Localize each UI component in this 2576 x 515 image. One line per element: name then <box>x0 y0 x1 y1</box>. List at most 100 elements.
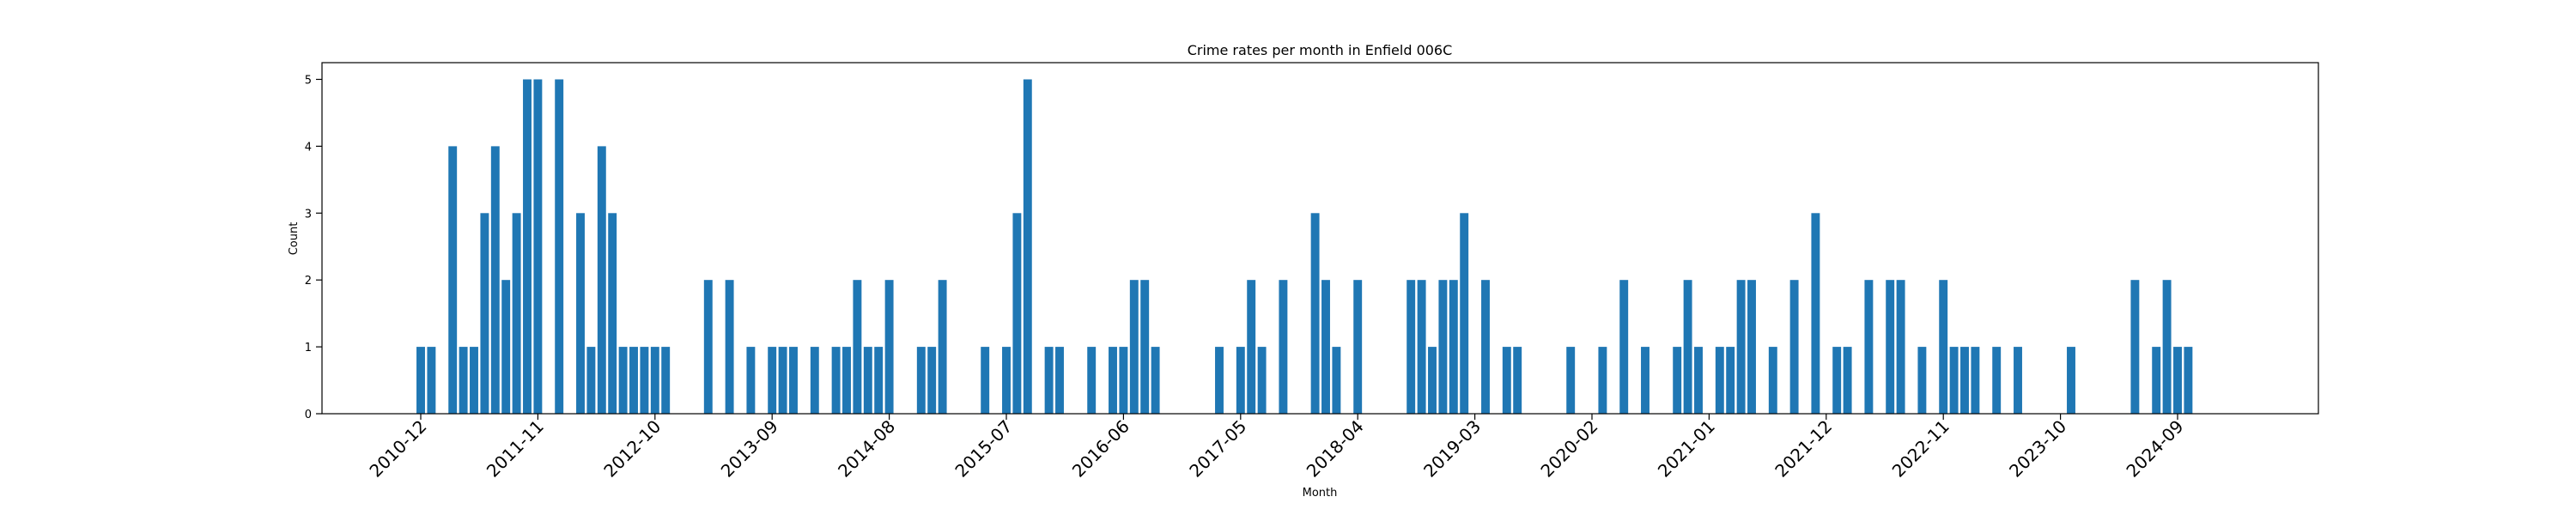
bar-2017-06 <box>1247 280 1256 414</box>
y-tick-label: 5 <box>305 74 312 87</box>
bar-2014-01 <box>810 347 819 414</box>
bar-2018-02 <box>1332 347 1341 414</box>
bar-2011-09 <box>512 213 521 414</box>
bar-2021-11 <box>1811 213 1820 414</box>
bar-2022-12 <box>1949 347 1959 414</box>
bar-2022-01 <box>1832 347 1842 414</box>
bar-2017-03 <box>1215 347 1224 414</box>
bar-2014-05 <box>853 280 862 414</box>
y-tick-label: 2 <box>305 275 312 288</box>
bar-2022-06 <box>1886 280 1895 414</box>
bar-2023-02 <box>1971 347 1980 414</box>
bar-2022-04 <box>1864 280 1874 414</box>
chart-title: Crime rates per month in Enfield 006C <box>1188 42 1453 58</box>
bar-2019-06 <box>1502 347 1511 414</box>
bar-2019-02 <box>1460 213 1469 414</box>
bar-2022-09 <box>1917 347 1927 414</box>
x-axis-label: Month <box>1303 487 1338 500</box>
bar-2018-04 <box>1353 280 1363 414</box>
bar-2018-10 <box>1417 280 1426 414</box>
y-axis-label: Count <box>288 222 301 256</box>
bar-2013-05 <box>725 280 734 414</box>
bar-2014-08 <box>884 280 894 414</box>
bar-2013-09 <box>768 347 777 414</box>
bar-2017-09 <box>1279 280 1288 414</box>
bar-2015-09 <box>1023 79 1032 414</box>
bar-2014-06 <box>863 347 872 414</box>
bar-2012-06 <box>608 213 617 414</box>
bar-2013-07 <box>746 347 756 414</box>
bar-2024-10 <box>2184 347 2193 414</box>
bar-2024-07 <box>2152 347 2161 414</box>
bar-2020-10 <box>1673 347 1682 414</box>
y-tick-label: 0 <box>305 409 312 421</box>
bar-2011-04 <box>459 347 468 414</box>
bar-2012-10 <box>650 347 659 414</box>
bar-2011-01 <box>427 347 436 414</box>
bar-2015-05 <box>981 347 990 414</box>
bar-2012-11 <box>661 347 671 414</box>
bar-2014-11 <box>916 347 926 414</box>
bar-2024-09 <box>2173 347 2182 414</box>
y-tick-label: 1 <box>305 342 312 354</box>
bar-2022-11 <box>1939 280 1948 414</box>
bar-2021-02 <box>1715 347 1724 414</box>
bar-2018-09 <box>1406 280 1416 414</box>
bar-2011-03 <box>448 146 458 414</box>
bar-2019-12 <box>1566 347 1576 414</box>
bar-2022-02 <box>1843 347 1852 414</box>
bar-2015-11 <box>1044 347 1054 414</box>
bar-2020-03 <box>1598 347 1607 414</box>
bar-2015-12 <box>1055 347 1064 414</box>
bar-2013-03 <box>703 280 713 414</box>
bar-2010-12 <box>416 347 425 414</box>
bar-2017-05 <box>1236 347 1245 414</box>
bar-2020-05 <box>1619 280 1629 414</box>
bar-2021-03 <box>1726 347 1735 414</box>
bar-2024-08 <box>2162 280 2172 414</box>
bar-2015-01 <box>938 280 947 414</box>
bar-2019-01 <box>1449 280 1458 414</box>
bar-2015-07 <box>1002 347 1011 414</box>
bars-group <box>416 79 2193 414</box>
bar-2012-09 <box>640 347 649 414</box>
bar-2014-12 <box>927 347 937 414</box>
bar-2016-07 <box>1129 280 1139 414</box>
bar-2020-07 <box>1641 347 1649 414</box>
bar-2015-08 <box>1012 213 1022 414</box>
bar-2014-03 <box>831 347 841 414</box>
bar-2016-03 <box>1087 347 1097 414</box>
bar-2016-06 <box>1119 347 1128 414</box>
y-tick-label: 3 <box>305 208 312 221</box>
bar-2014-04 <box>842 347 851 414</box>
y-axis: 0 1 2 3 4 5 <box>305 74 322 421</box>
bar-2012-08 <box>629 347 638 414</box>
bar-2012-01 <box>555 79 564 414</box>
bar-2011-06 <box>480 213 489 414</box>
bar-2016-09 <box>1151 347 1160 414</box>
bar-2011-07 <box>490 146 500 414</box>
bar-2017-07 <box>1257 347 1267 414</box>
bar-2011-10 <box>523 79 532 414</box>
bar-2011-05 <box>470 347 478 414</box>
bar-2021-04 <box>1736 280 1746 414</box>
bar-2022-07 <box>1896 280 1905 414</box>
bar-2023-06 <box>2014 347 2022 414</box>
bar-2020-11 <box>1683 280 1692 414</box>
bar-2020-12 <box>1694 347 1703 414</box>
bar-2012-03 <box>576 213 585 414</box>
bar-2023-01 <box>1960 347 1969 414</box>
bar-2012-07 <box>618 347 628 414</box>
bar-2021-07 <box>1768 347 1777 414</box>
bar-2016-08 <box>1140 280 1150 414</box>
axes-frame <box>321 62 2319 415</box>
bar-2013-11 <box>789 347 798 414</box>
bar-2023-11 <box>2067 347 2075 414</box>
bar-2013-10 <box>778 347 787 414</box>
bar-2011-08 <box>501 280 511 414</box>
bar-2019-07 <box>1513 347 1522 414</box>
bar-2021-09 <box>1789 280 1799 414</box>
bar-2018-11 <box>1428 347 1437 414</box>
